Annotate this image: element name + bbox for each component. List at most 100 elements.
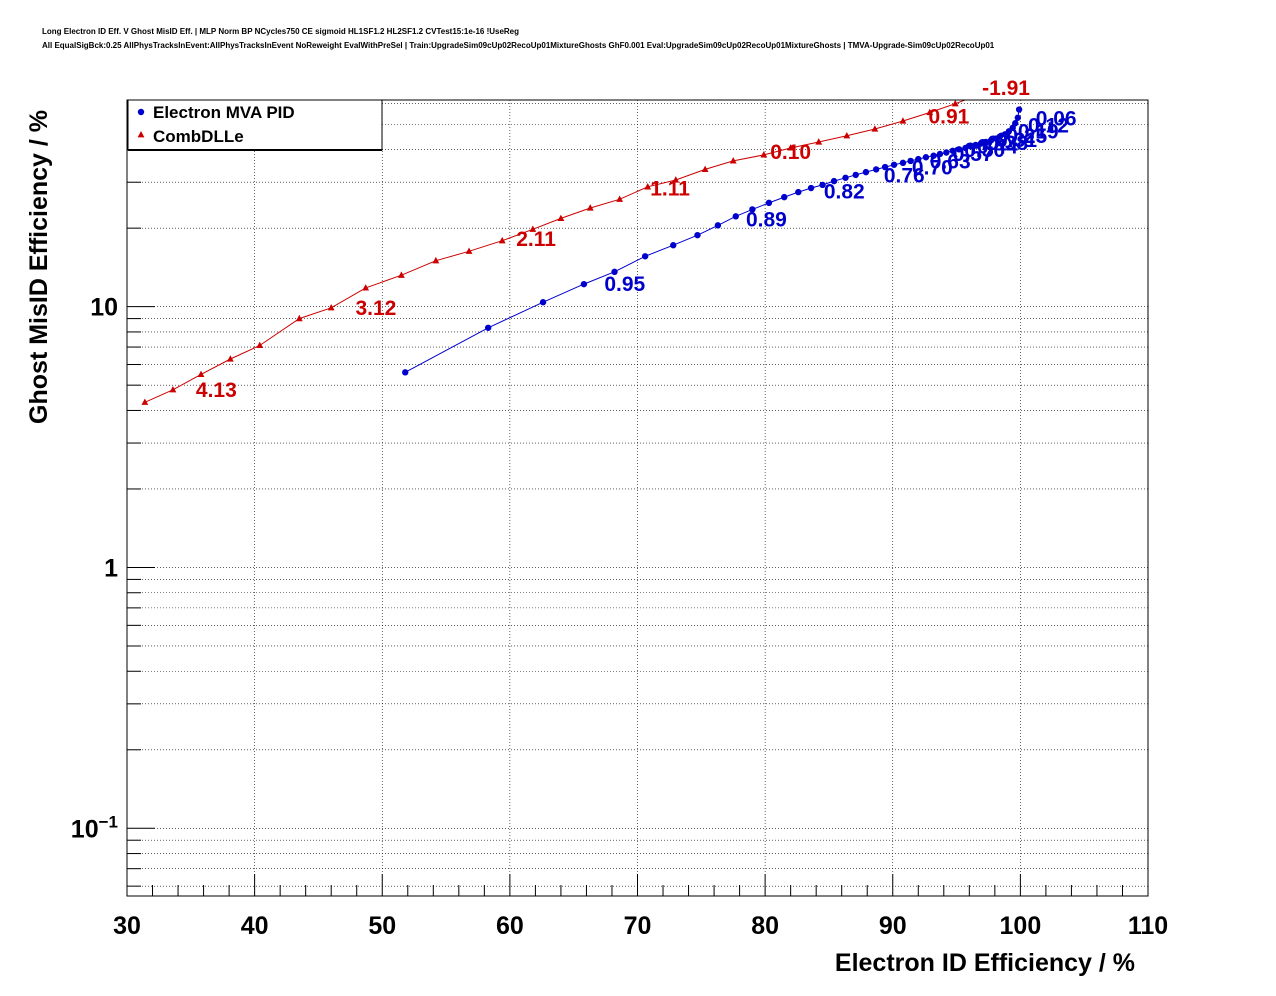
- data-point: [842, 174, 849, 181]
- data-point: [197, 370, 205, 377]
- data-point: [843, 131, 851, 139]
- threshold-label: 0.95: [604, 273, 645, 296]
- x-tick-label: 60: [496, 912, 524, 940]
- data-point: [807, 184, 815, 192]
- series-line: [404, 109, 1020, 373]
- data-point: [616, 195, 624, 202]
- data-point: [795, 188, 802, 196]
- x-tick-label: 90: [879, 912, 907, 940]
- data-point: [890, 161, 898, 168]
- data-point: [402, 369, 409, 376]
- plot-area: [127, 100, 1148, 896]
- data-point: [1012, 120, 1019, 127]
- threshold-label: 0.50: [964, 139, 1005, 162]
- data-point: [729, 157, 737, 164]
- data-point: [881, 163, 889, 171]
- data-point: [765, 199, 773, 207]
- series-electron-mva-pid: [402, 106, 1023, 376]
- data-point: [760, 151, 768, 158]
- chart-title-line-2: All EqualSigBck:0.25 AllPhysTracksInEven…: [42, 41, 995, 50]
- data-point: [972, 141, 979, 149]
- threshold-label: 0.57: [953, 143, 994, 166]
- data-point: [397, 271, 405, 278]
- data-point: [226, 355, 234, 362]
- data-point: [484, 324, 492, 331]
- data-point: [987, 137, 995, 144]
- data-point: [907, 157, 914, 165]
- data-point: [951, 100, 959, 107]
- data-point: [327, 304, 335, 311]
- data-point: [498, 236, 506, 244]
- data-point: [922, 154, 930, 161]
- threshold-label: 3.12: [355, 297, 396, 320]
- y-tick-label-base: 10: [71, 815, 99, 843]
- legend-marker-mva: [137, 108, 145, 116]
- data-point: [899, 159, 907, 167]
- legend-label-dll: CombDLLe: [153, 127, 244, 146]
- data-point: [701, 165, 709, 172]
- legend-marker-dll: [137, 131, 145, 138]
- threshold-label: 0.38: [987, 132, 1028, 155]
- data-point: [955, 146, 963, 153]
- threshold-label: 0.63: [930, 151, 971, 174]
- threshold-labels: 0.95 0.89 0.82 0.760.700.630.570.500.440.38…: [196, 77, 1077, 402]
- data-point: [539, 299, 547, 306]
- data-point: [943, 149, 950, 156]
- data-point: [967, 143, 974, 150]
- data-point: [672, 176, 680, 183]
- x-tick-label: 70: [624, 912, 652, 940]
- data-point: [830, 177, 838, 185]
- data-point: [1014, 114, 1022, 121]
- data-point: [852, 171, 859, 179]
- data-point: [256, 341, 264, 349]
- data-point: [962, 144, 969, 152]
- chart-title-line-1: Long Electron ID Eff. V Ghost MisID Eff.…: [42, 27, 520, 36]
- data-point: [781, 193, 788, 201]
- threshold-label: 0.25: [1006, 125, 1047, 148]
- data-point: [732, 213, 739, 220]
- data-point: [580, 280, 588, 288]
- plot-frame: [126, 99, 1149, 897]
- x-tick-label: 100: [1000, 912, 1042, 940]
- x-tick-label: 30: [113, 912, 141, 940]
- y-axis-label: Ghost MisID Efficiency / %: [25, 110, 53, 424]
- data-point: [362, 284, 370, 291]
- threshold-label: 0.31: [996, 129, 1037, 152]
- data-point: [641, 253, 649, 260]
- threshold-label: 2.11: [516, 228, 556, 251]
- x-tick-label: 50: [368, 912, 396, 940]
- threshold-label: 0.10: [770, 141, 811, 164]
- data-point: [871, 125, 879, 132]
- data-point: [1015, 106, 1023, 113]
- threshold-label: 4.13: [196, 379, 237, 402]
- data-point: [996, 133, 1004, 140]
- threshold-label: 0.76: [884, 164, 925, 187]
- y-tick-label-exponent: −1: [99, 812, 118, 831]
- y-tick-label-0-1: 10−1: [71, 812, 118, 843]
- data-point: [714, 222, 722, 229]
- data-point: [787, 144, 795, 151]
- data-point: [926, 108, 934, 116]
- legend-label-mva: Electron MVA PID: [153, 103, 295, 122]
- data-point: [295, 314, 303, 322]
- y-tick-label-10: 10: [90, 294, 118, 322]
- data-point: [694, 231, 701, 239]
- threshold-label: 0.91: [928, 105, 969, 128]
- data-point: [949, 147, 956, 154]
- grid: [127, 100, 1148, 896]
- series-combdlle: [141, 100, 967, 405]
- legend: Electron MVA PID CombDLLe: [127, 99, 383, 151]
- data-point: [611, 268, 618, 276]
- x-axis-label: Electron ID Efficiency / %: [835, 949, 1135, 977]
- threshold-label: 0.70: [912, 157, 953, 180]
- threshold-label: 0.06: [1036, 108, 1077, 131]
- threshold-label: 0.19: [1018, 120, 1059, 143]
- data-point: [432, 256, 440, 264]
- data-point: [930, 152, 937, 159]
- data-point: [465, 247, 473, 254]
- threshold-label: 0.89: [746, 208, 787, 231]
- data-point: [872, 166, 880, 173]
- data-point: [936, 150, 944, 158]
- x-tick-label: 80: [751, 912, 779, 940]
